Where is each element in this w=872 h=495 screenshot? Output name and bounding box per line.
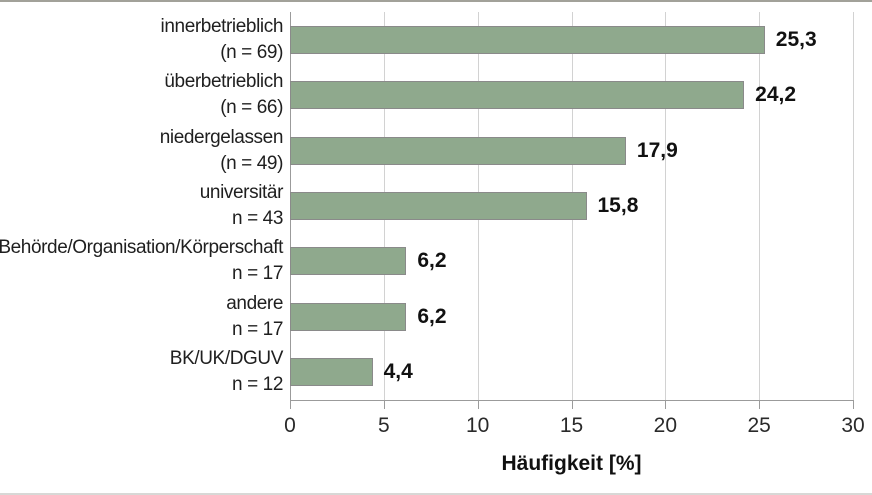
tick-label: 25 <box>747 414 771 437</box>
tick-label: 5 <box>377 414 390 437</box>
category-name: überbetrieblich <box>164 71 283 93</box>
category-n: (n = 69) <box>220 41 283 63</box>
tick-label: 10 <box>465 414 490 437</box>
value-label: 25,3 <box>775 27 817 51</box>
bottom-divider <box>0 493 872 495</box>
category-name: innerbetrieblich <box>160 15 284 37</box>
axis-tick <box>665 400 667 409</box>
category-label: überbetrieblich (n = 66) <box>0 67 283 122</box>
category-label: innerbetrieblich (n = 69) <box>0 12 284 67</box>
tick-label: 20 <box>653 414 678 437</box>
bar <box>290 247 407 276</box>
plot-area: 25,3 24,2 17,9 15,8 6,2 6,2 4,4 <box>290 12 854 400</box>
value-label: 6,2 <box>417 304 447 328</box>
axis-tick <box>571 400 573 409</box>
bar <box>290 358 373 387</box>
category-n: n = 43 <box>232 207 283 229</box>
axis-tick <box>853 400 854 409</box>
category-name: Behörde/Organisation/Körperschaft <box>0 237 283 259</box>
tick-label: 15 <box>559 414 584 437</box>
gridline <box>759 12 761 400</box>
category-name: BK/UK/DGUV <box>169 348 284 370</box>
category-name: niedergelassen <box>159 126 284 148</box>
tick-label: 30 <box>841 414 865 437</box>
axis-tick <box>759 400 761 409</box>
bar <box>290 192 587 220</box>
tick-label: 0 <box>284 414 296 437</box>
category-n: n = 17 <box>232 263 283 285</box>
category-label: Behörde/Organisation/Körperschaft n = 17 <box>0 234 283 289</box>
category-n: n = 12 <box>232 374 283 396</box>
bar <box>290 302 407 331</box>
category-n: n = 17 <box>232 318 283 340</box>
bar <box>290 25 765 54</box>
gridline <box>665 12 667 400</box>
value-label: 4,4 <box>383 360 413 384</box>
category-label: BK/UK/DGUV n = 12 <box>0 345 284 400</box>
value-label: 6,2 <box>417 249 447 273</box>
category-label: niedergelassen (n = 49) <box>0 123 284 178</box>
x-axis-title: Häufigkeit [%] <box>501 452 642 475</box>
category-n: (n = 49) <box>220 152 283 174</box>
value-label: 15,8 <box>597 193 639 217</box>
category-n: (n = 66) <box>220 97 283 119</box>
value-label: 17,9 <box>636 138 678 162</box>
category-label: universitär n = 43 <box>0 178 284 233</box>
bar <box>290 81 745 110</box>
gridline <box>853 12 854 400</box>
bar <box>290 136 626 165</box>
category-name: universitär <box>199 181 284 203</box>
axis-tick <box>290 400 291 409</box>
axis-tick <box>477 400 479 409</box>
category-name: andere <box>226 292 283 314</box>
axis-tick <box>383 400 385 409</box>
top-divider <box>0 0 872 2</box>
value-label: 24,2 <box>755 83 797 107</box>
category-label: andere n = 17 <box>0 289 283 344</box>
